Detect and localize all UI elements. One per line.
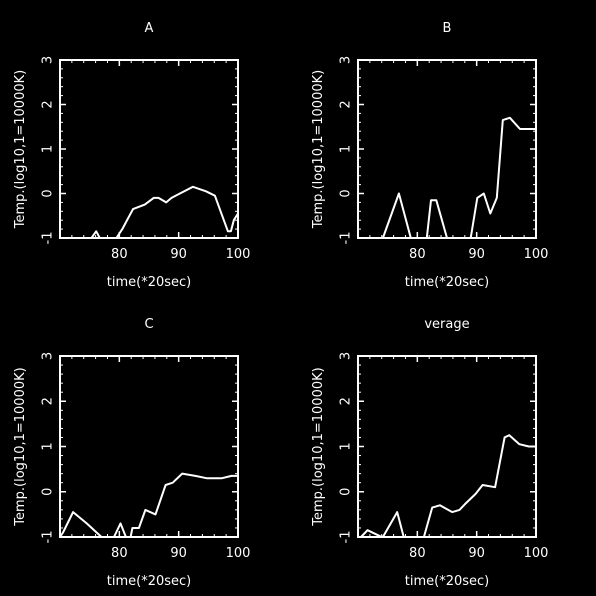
y-tick-label: 3 xyxy=(41,56,56,64)
x-tick-label: 100 xyxy=(226,247,251,262)
x-tick-label: 90 xyxy=(170,247,187,262)
series-line-segment xyxy=(90,230,101,239)
x-axis-label: time(*20sec) xyxy=(405,574,489,589)
series-line-segment xyxy=(59,511,103,538)
plot-frame xyxy=(59,355,239,538)
y-tick-label: 3 xyxy=(339,56,354,64)
y-tick-label: 0 xyxy=(41,189,56,197)
y-tick-label: 1 xyxy=(41,145,56,153)
y-tick-label: 1 xyxy=(41,442,56,450)
x-tick-label: 90 xyxy=(170,546,187,561)
y-tick-label: 3 xyxy=(41,352,56,360)
x-axis-label: time(*20sec) xyxy=(405,275,489,290)
y-axis-label: Temp.(log10,1=10000K) xyxy=(13,70,28,229)
series-line-segment xyxy=(381,192,412,239)
chart-title: B xyxy=(443,21,452,36)
x-tick-label: 90 xyxy=(468,247,485,262)
y-axis-label: Temp.(log10,1=10000K) xyxy=(311,367,326,526)
y-tick-label: 1 xyxy=(339,442,354,450)
y-tick-label: 2 xyxy=(339,100,354,108)
plot-frame xyxy=(59,59,239,239)
y-tick-label: 2 xyxy=(41,397,56,405)
y-tick-label: 0 xyxy=(339,488,354,496)
y-tick-label: 3 xyxy=(339,352,354,360)
y-tick-label: -1 xyxy=(41,232,56,245)
y-tick-label: 0 xyxy=(41,488,56,496)
x-tick-label: 90 xyxy=(468,546,485,561)
x-tick-label: 100 xyxy=(226,546,251,561)
y-axis-label: Temp.(log10,1=10000K) xyxy=(311,70,326,229)
chart-panel-4: 80 90 100 -1 0 1 2 3 verage time(*20sec) Temp.(log… xyxy=(311,317,548,589)
series-line-segment xyxy=(115,185,239,239)
x-tick-label: 80 xyxy=(409,546,426,561)
y-tick-label: 2 xyxy=(339,397,354,405)
x-tick-label: 80 xyxy=(111,247,128,262)
x-axis-label: time(*20sec) xyxy=(107,275,191,290)
series-line-segment xyxy=(469,116,536,239)
y-tick-label: -1 xyxy=(339,232,354,245)
x-tick-label: 80 xyxy=(111,546,128,561)
chart-title: verage xyxy=(424,317,469,332)
chart-title: C xyxy=(144,317,153,332)
y-tick-label: -1 xyxy=(339,531,354,544)
x-tick-label: 100 xyxy=(524,546,549,561)
series-line-segment xyxy=(425,199,448,239)
plot-frame xyxy=(357,59,537,239)
y-tick-label: 0 xyxy=(339,189,354,197)
x-axis-label: time(*20sec) xyxy=(107,574,191,589)
x-tick-label: 100 xyxy=(524,247,549,262)
y-tick-label: -1 xyxy=(41,531,56,544)
series-line-segment xyxy=(113,522,127,538)
series-line-segment xyxy=(422,434,536,538)
chart-title: A xyxy=(145,21,154,36)
y-tick-label: 2 xyxy=(41,100,56,108)
x-tick-label: 80 xyxy=(409,247,426,262)
y-tick-label: 1 xyxy=(339,145,354,153)
y-axis-label: Temp.(log10,1=10000K) xyxy=(13,367,28,526)
series-line-segment xyxy=(360,529,383,538)
series-line-segment xyxy=(129,472,238,538)
series-line-segment xyxy=(382,511,405,538)
